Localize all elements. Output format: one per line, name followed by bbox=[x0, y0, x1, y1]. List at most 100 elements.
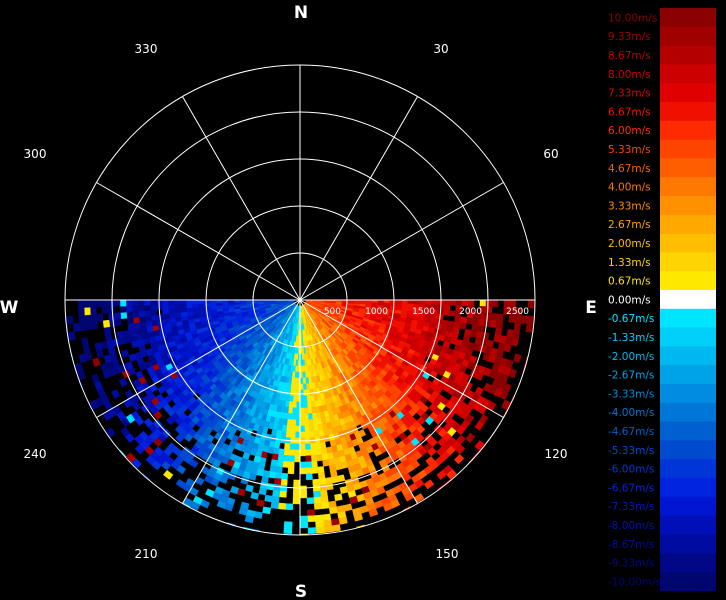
azimuth-spoke-30 bbox=[299, 96, 418, 301]
velocity-cell bbox=[311, 466, 319, 474]
colorbar-swatch bbox=[660, 515, 716, 535]
velocity-cell bbox=[334, 493, 343, 502]
velocity-cell bbox=[508, 433, 520, 445]
velocity-cell bbox=[508, 368, 518, 379]
velocity-cell bbox=[307, 407, 313, 414]
range-label-2000: 2000 bbox=[459, 307, 482, 317]
velocity-cell bbox=[288, 455, 295, 463]
velocity-cell bbox=[485, 300, 493, 307]
colorbar-swatch bbox=[660, 271, 716, 291]
velocity-cell bbox=[299, 533, 309, 535]
velocity-cell bbox=[306, 497, 315, 505]
velocity-cell bbox=[108, 319, 117, 327]
colorbar-swatch bbox=[660, 308, 716, 328]
colorbar-swatch bbox=[660, 553, 716, 573]
velocity-cell bbox=[167, 300, 175, 305]
velocity-cell bbox=[134, 444, 145, 455]
velocity-cell bbox=[175, 478, 186, 489]
velocity-cell bbox=[305, 467, 313, 475]
velocity-cell bbox=[179, 303, 187, 309]
velocity-cell bbox=[102, 319, 111, 328]
colorbar-swatch bbox=[660, 402, 716, 422]
colorbar-swatch bbox=[660, 120, 716, 140]
velocity-cell bbox=[308, 419, 314, 426]
colorbar-label: -6.00m/s bbox=[608, 464, 654, 476]
velocity-cell bbox=[319, 489, 328, 498]
velocity-cell bbox=[442, 309, 450, 316]
velocity-cell bbox=[184, 511, 196, 522]
velocity-cell bbox=[292, 395, 297, 403]
velocity-cell bbox=[314, 442, 322, 450]
velocity-cell bbox=[283, 527, 293, 535]
velocity-cell bbox=[296, 395, 301, 403]
velocity-cell bbox=[149, 304, 157, 311]
colorbar-label: -5.33m/s bbox=[608, 445, 654, 457]
velocity-cell bbox=[205, 488, 215, 498]
colorbar-swatch bbox=[660, 196, 716, 216]
velocity-cell bbox=[86, 419, 97, 431]
velocity-cell bbox=[191, 303, 199, 308]
velocity-cell bbox=[395, 303, 403, 308]
velocity-cell bbox=[308, 431, 315, 438]
velocity-cell bbox=[325, 482, 334, 491]
colorbar-swatch bbox=[660, 365, 716, 385]
velocity-cell bbox=[483, 483, 495, 495]
velocity-cell bbox=[303, 413, 309, 421]
velocity-cell bbox=[503, 419, 514, 431]
velocity-cell bbox=[271, 453, 279, 461]
compass-west: W bbox=[0, 298, 19, 318]
velocity-cell bbox=[495, 469, 508, 481]
velocity-cell bbox=[163, 469, 174, 480]
velocity-cell bbox=[221, 300, 229, 303]
velocity-cell bbox=[489, 319, 498, 328]
velocity-cell bbox=[303, 401, 308, 409]
velocity-cell bbox=[299, 515, 308, 523]
velocity-cell bbox=[289, 443, 296, 451]
velocity-cell bbox=[294, 449, 301, 457]
velocity-cell bbox=[321, 453, 329, 461]
velocity-cell bbox=[275, 466, 283, 474]
velocity-cell bbox=[137, 503, 149, 514]
velocity-cell bbox=[513, 322, 522, 332]
velocity-cell bbox=[389, 302, 397, 307]
velocity-cell bbox=[133, 322, 141, 330]
velocity-cell bbox=[285, 503, 294, 511]
velocity-cell bbox=[105, 427, 116, 438]
velocity-cell bbox=[104, 333, 113, 342]
colorbar-swatch bbox=[660, 252, 716, 272]
velocity-cell bbox=[185, 300, 193, 305]
velocity-cell bbox=[382, 502, 393, 512]
velocity-cell bbox=[112, 489, 124, 501]
velocity-cell bbox=[43, 326, 50, 336]
velocity-cell bbox=[419, 300, 427, 305]
velocity-cell bbox=[114, 312, 122, 320]
velocity-cell bbox=[203, 302, 211, 307]
velocity-cell bbox=[496, 313, 504, 322]
velocity-cell bbox=[309, 551, 318, 557]
velocity-cell bbox=[299, 407, 305, 415]
velocity-cell bbox=[360, 537, 370, 545]
velocity-cell bbox=[490, 313, 498, 321]
velocity-cell bbox=[253, 511, 263, 519]
velocity-cell bbox=[328, 506, 338, 515]
colorbar-label: 8.00m/s bbox=[608, 69, 651, 81]
velocity-cell bbox=[227, 300, 235, 303]
velocity-cell bbox=[551, 318, 558, 327]
velocity-cell bbox=[353, 513, 364, 522]
velocity-cell bbox=[512, 329, 521, 339]
velocity-cell bbox=[180, 311, 188, 317]
velocity-cell bbox=[522, 410, 533, 422]
velocity-cell bbox=[305, 473, 313, 481]
azimuth-label-240: 240 bbox=[24, 447, 47, 461]
velocity-cell bbox=[90, 313, 98, 323]
velocity-cell bbox=[546, 300, 552, 309]
velocity-cell bbox=[304, 449, 312, 457]
velocity-cell bbox=[292, 491, 301, 499]
velocity-cell bbox=[459, 322, 467, 330]
velocity-cell bbox=[180, 307, 187, 313]
velocity-cell bbox=[138, 316, 146, 323]
velocity-cell bbox=[155, 508, 167, 520]
velocity-cell bbox=[118, 377, 128, 388]
azimuth-label-330: 330 bbox=[135, 42, 158, 56]
velocity-cell bbox=[245, 484, 254, 493]
